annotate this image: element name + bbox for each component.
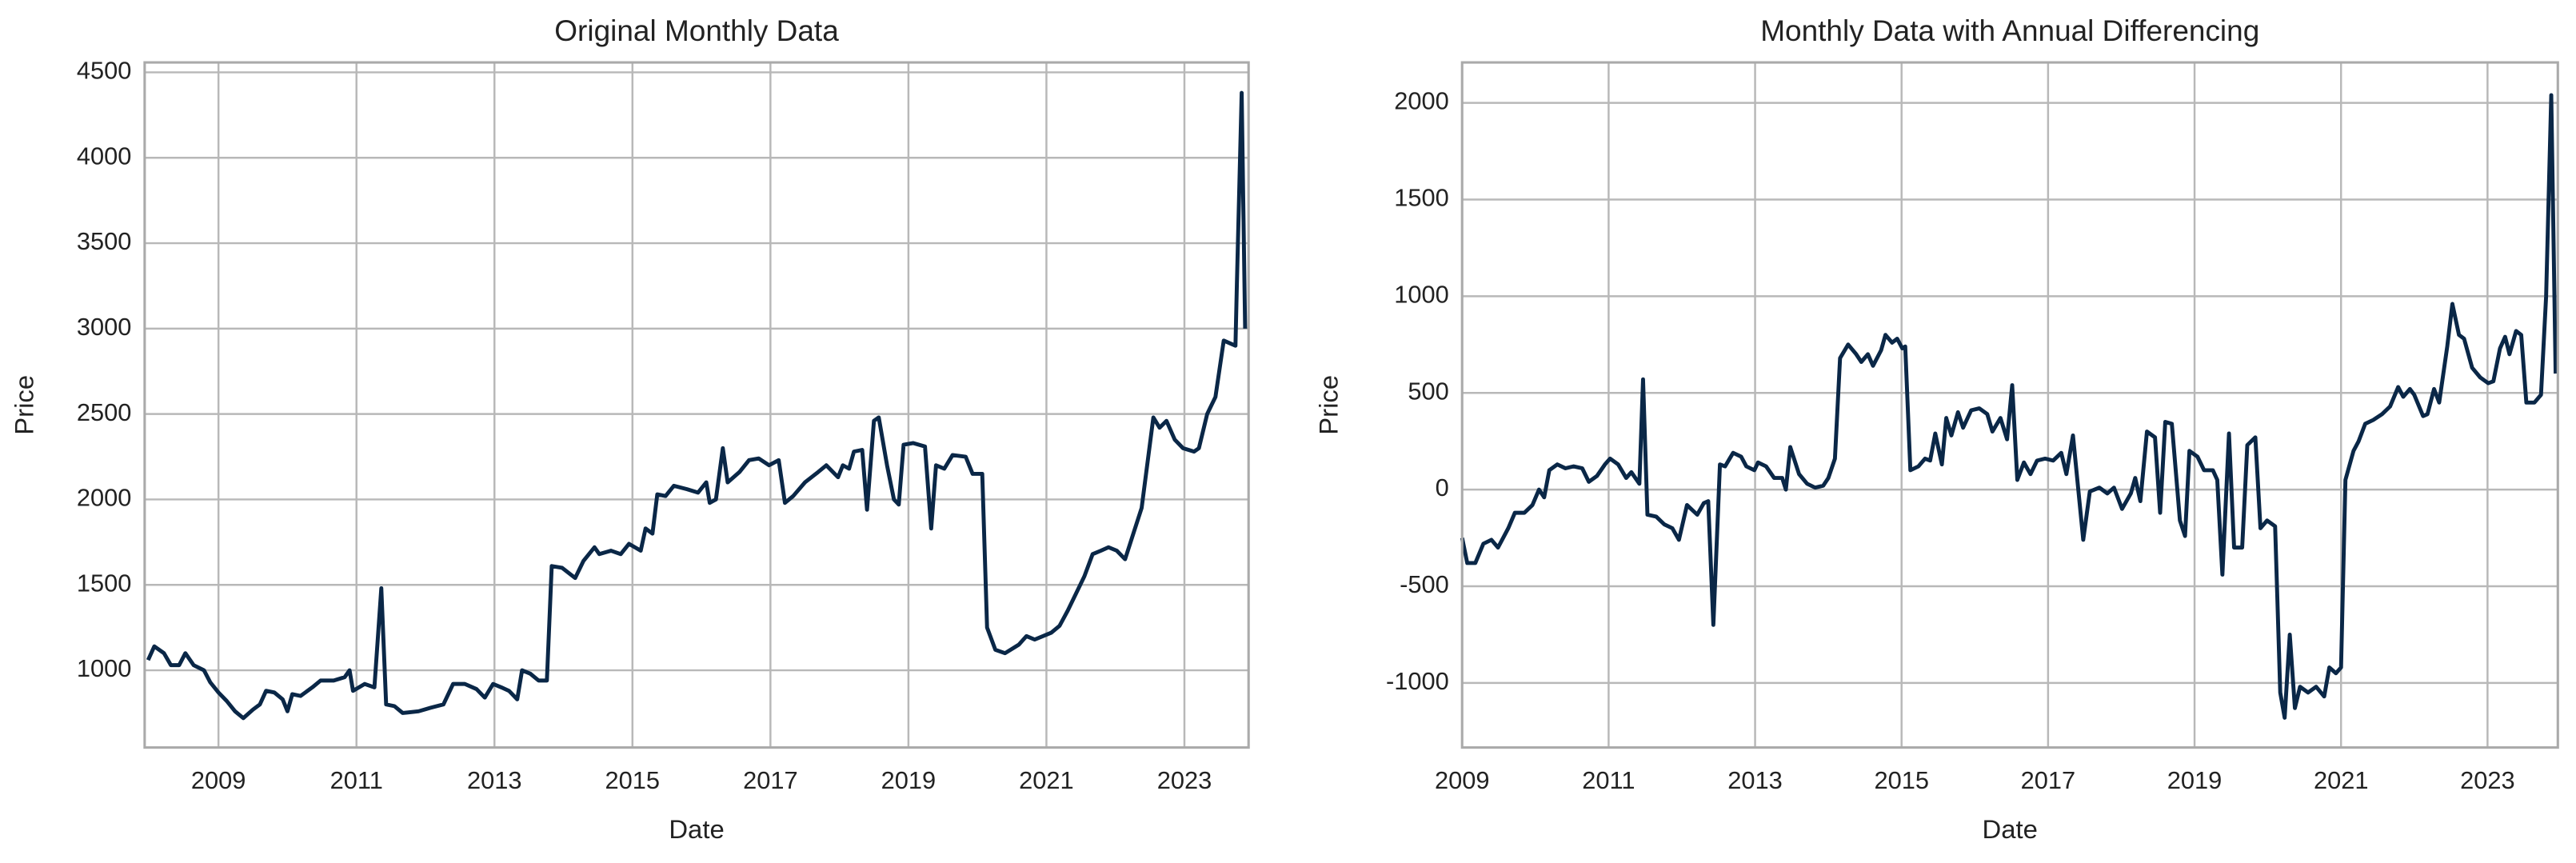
y-tick-label: 1000 xyxy=(77,654,132,682)
y-tick-label: 0 xyxy=(1436,473,1449,501)
x-tick-label: 2023 xyxy=(2460,766,2515,794)
y-tick-label: -1000 xyxy=(1386,667,1449,695)
x-tick-label: 2021 xyxy=(2314,766,2369,794)
y-tick-label: 500 xyxy=(1408,377,1448,405)
plot-frame xyxy=(143,61,1250,749)
y-axis-label: Price xyxy=(1314,375,1344,435)
x-tick-label: 2015 xyxy=(1874,766,1929,794)
y-tick-label: 4000 xyxy=(77,142,132,170)
data-line xyxy=(146,90,1248,721)
plot-background xyxy=(144,62,1249,748)
y-tick-label: 2000 xyxy=(1394,87,1449,115)
x-tick-label: 2013 xyxy=(467,766,522,794)
y-tick-label: 3500 xyxy=(77,227,132,255)
chart-title: Monthly Data with Annual Differencing xyxy=(1760,14,2259,47)
y-tick-label: 1500 xyxy=(1394,184,1449,212)
y-tick-label: -500 xyxy=(1400,570,1449,598)
x-tick-label: 2023 xyxy=(1157,766,1212,794)
x-tick-label: 2013 xyxy=(1727,766,1783,794)
x-tick-label: 2009 xyxy=(1435,766,1490,794)
x-tick-label: 2009 xyxy=(191,766,246,794)
x-tick-label: 2019 xyxy=(881,766,937,794)
y-axis-label: Price xyxy=(10,375,39,435)
x-tick-label: 2011 xyxy=(330,766,383,794)
x-tick-label: 2011 xyxy=(1582,766,1635,794)
plot-frame xyxy=(1460,61,2559,749)
x-tick-label: 2021 xyxy=(1019,766,1074,794)
y-tick-label: 3000 xyxy=(77,313,132,341)
x-tick-label: 2017 xyxy=(743,766,798,794)
y-tick-label: 2000 xyxy=(77,484,132,512)
y-tick-label: 1500 xyxy=(77,569,132,597)
x-tick-label: 2017 xyxy=(2021,766,2076,794)
chart-title: Original Monthly Data xyxy=(554,14,839,47)
y-tick-label: 4500 xyxy=(77,57,132,85)
x-tick-label: 2019 xyxy=(2167,766,2223,794)
x-axis-label: Date xyxy=(669,814,724,844)
y-tick-label: 1000 xyxy=(1394,280,1449,308)
data-line xyxy=(1460,93,2558,720)
x-axis-label: Date xyxy=(1983,814,2038,844)
x-tick-label: 2015 xyxy=(605,766,661,794)
y-tick-label: 2500 xyxy=(77,398,132,426)
